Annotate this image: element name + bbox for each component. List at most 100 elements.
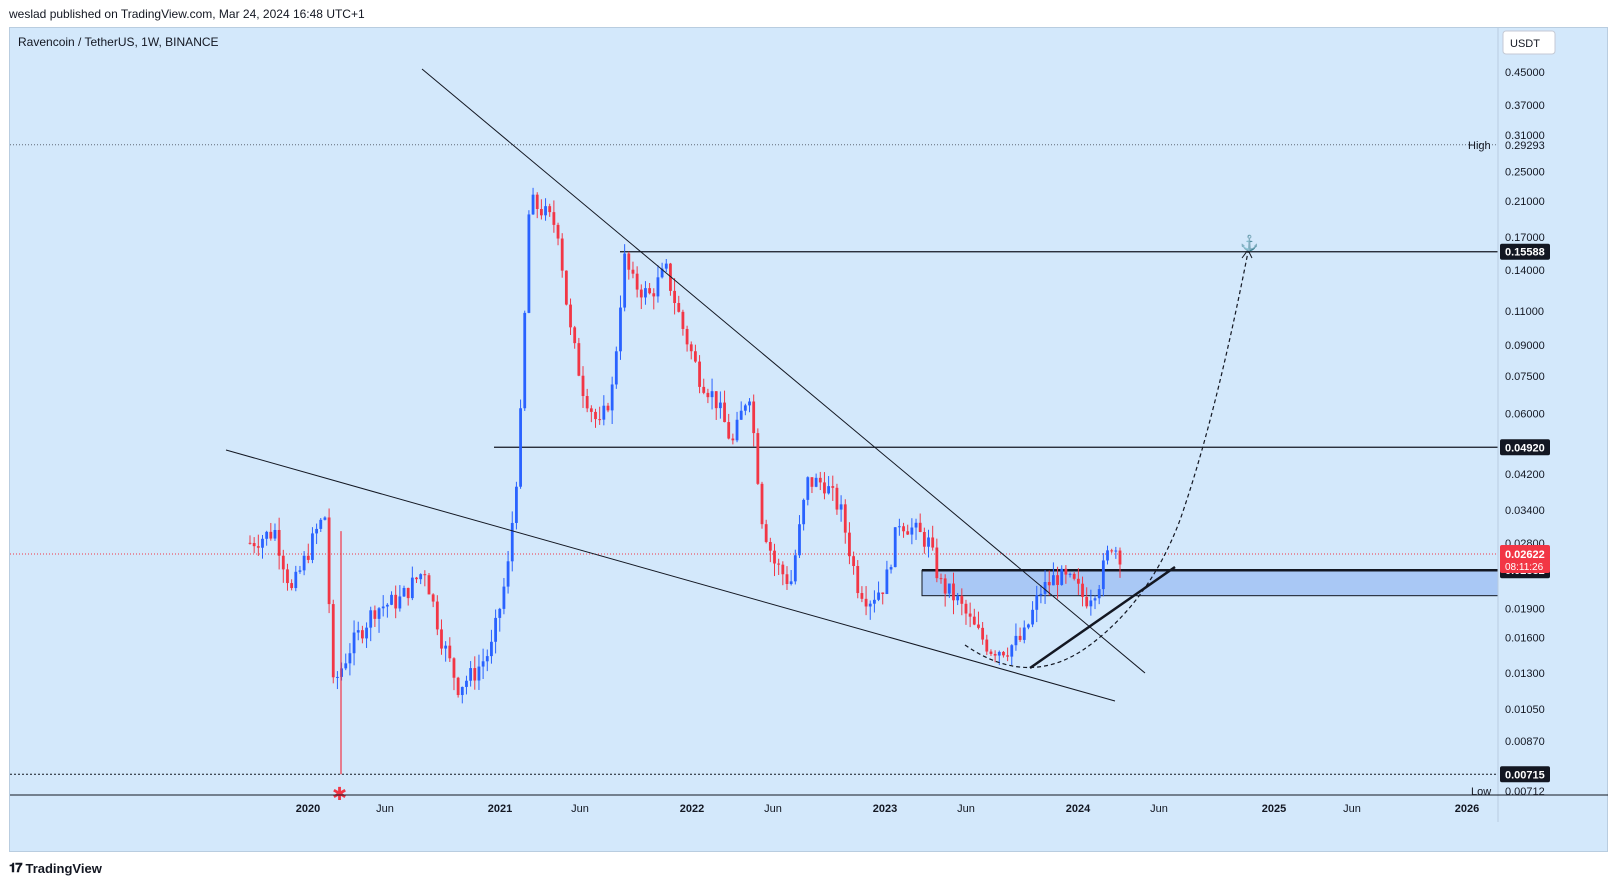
candle-body — [481, 661, 485, 667]
candle-body — [573, 327, 577, 344]
tradingview-logo-icon: 𝟏𝟕 — [9, 860, 23, 875]
candle-body — [831, 486, 835, 488]
candle-body — [527, 214, 531, 313]
candle-body — [993, 653, 997, 656]
candle-body — [868, 603, 872, 607]
candle-body — [835, 487, 839, 510]
candle-body — [989, 651, 993, 654]
candle-body — [856, 565, 860, 594]
candle-body — [360, 630, 364, 639]
price-tick-label: 0.01050 — [1505, 704, 1545, 716]
candle-body — [639, 289, 643, 298]
candle-body — [827, 486, 831, 494]
price-tick-label: 0.00870 — [1505, 736, 1545, 748]
time-tick-label: 2024 — [1066, 803, 1091, 815]
candle-body — [1076, 578, 1080, 584]
candle-body — [356, 630, 360, 633]
candle-body — [286, 569, 289, 584]
candle-body — [818, 477, 822, 483]
candle-body — [610, 384, 614, 411]
candle-body — [523, 312, 527, 409]
candle-body — [718, 402, 722, 409]
candle-body — [419, 574, 423, 580]
candle-body — [1002, 651, 1005, 656]
candle-body — [698, 361, 701, 387]
candle-body — [1043, 581, 1047, 594]
candle-body — [619, 307, 622, 352]
candle-body — [614, 351, 618, 385]
candle-body — [889, 567, 893, 570]
chart-pane[interactable] — [9, 27, 1608, 852]
candle-body — [535, 194, 539, 210]
time-tick-label: 2025 — [1262, 803, 1286, 815]
last-price-value: 0.02622 — [1505, 549, 1545, 561]
candle-body — [943, 578, 947, 594]
candle-body — [1051, 575, 1055, 586]
candle-body — [302, 555, 306, 571]
candle-body — [727, 422, 731, 439]
candle-body — [323, 517, 327, 520]
candle-body — [556, 224, 560, 239]
candle-body — [1060, 568, 1064, 585]
candle-body — [673, 290, 676, 304]
candle-body — [460, 686, 464, 696]
currency-box — [1502, 30, 1556, 55]
candle-body — [306, 555, 310, 560]
time-tick-label: Jun — [957, 803, 975, 815]
candle-body — [760, 483, 764, 525]
footer-brand[interactable]: 𝟏𝟕 TradingView — [9, 860, 102, 876]
candle-body — [623, 253, 627, 308]
high-label: High — [1468, 140, 1491, 152]
high-value: 0.29293 — [1505, 140, 1545, 152]
candle-body — [539, 209, 543, 216]
candle-body — [702, 386, 706, 393]
candle-body — [977, 624, 980, 628]
candle-body — [352, 632, 356, 654]
price-tick-label: 0.01600 — [1505, 633, 1545, 645]
candle-body — [931, 537, 935, 548]
candle-body — [1031, 609, 1034, 625]
candle-body — [281, 555, 285, 570]
candle-body — [1056, 575, 1059, 585]
candle-body — [344, 663, 348, 669]
candle-body — [394, 594, 398, 609]
candle-body — [1097, 589, 1101, 599]
price-tick-label: 0.07500 — [1505, 371, 1545, 383]
candle-body — [1014, 635, 1018, 646]
candle-body — [256, 546, 260, 548]
price-tick-label: 0.09000 — [1505, 340, 1545, 352]
candle-body — [739, 410, 743, 420]
candle-body — [947, 583, 951, 594]
candle-body — [897, 526, 901, 528]
price-tick-label: 0.11000 — [1505, 306, 1544, 318]
candle-body — [918, 522, 922, 533]
candle-body — [1039, 593, 1043, 596]
candle-body — [336, 676, 339, 678]
price-tick-label: 0.21000 — [1505, 196, 1545, 208]
candle-body — [365, 627, 368, 639]
candle-body — [806, 477, 810, 500]
time-tick-label: Jun — [1343, 803, 1361, 815]
candle-body — [635, 273, 639, 290]
candle-body — [793, 555, 797, 582]
candle-body — [569, 304, 572, 328]
time-tick-label: Jun — [764, 803, 782, 815]
candle-body — [531, 194, 535, 215]
candle-body — [685, 328, 689, 345]
candle-body — [777, 563, 781, 565]
candle-body — [269, 531, 273, 539]
projection-arrowhead — [1241, 249, 1253, 259]
symbol-title: Ravencoin / TetherUS, 1W, BINANCE — [18, 35, 219, 49]
candle-body — [381, 606, 385, 609]
candle-body — [848, 532, 851, 557]
low-label: Low — [1471, 786, 1491, 798]
candle-body — [1110, 550, 1114, 552]
candle-body — [585, 396, 589, 409]
candle-body — [710, 391, 714, 398]
time-tick-label: Jun — [1150, 803, 1168, 815]
bar-countdown: 08:11:26 — [1505, 562, 1544, 573]
candle-body — [485, 656, 489, 662]
candle-body — [743, 405, 747, 411]
candle-body — [435, 601, 439, 630]
